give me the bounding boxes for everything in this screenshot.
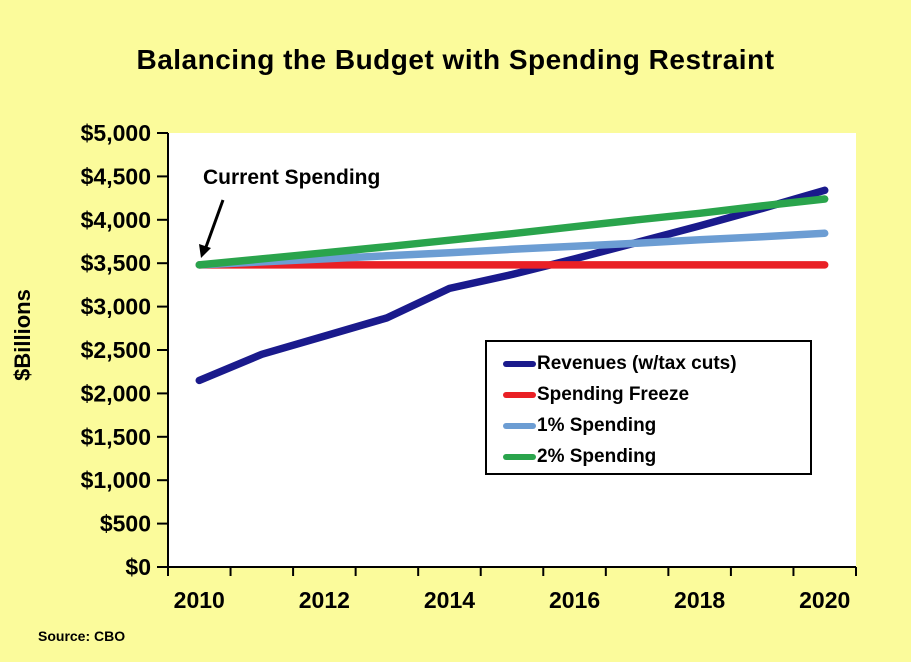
series-line-2-spending [195,195,829,269]
y-tick-label: $4,000 [81,207,151,233]
y-axis-ticks: $0 $500 $1,000 $1,500 $2,000 $2,500 $3,000 $3,5… [81,120,168,580]
x-axis-ticks: 2010 2012 2014 2016 2018 2020 [167,567,857,613]
y-tick-label: $1,500 [81,424,151,450]
legend-label: 2% Spending [537,446,657,467]
x-tick-label: 2012 [299,587,350,613]
source-note: Source: CBO [38,628,126,644]
spending-freeze-line-swatch [503,392,536,398]
y-tick-label: $500 [100,511,151,537]
legend-item-spending-freeze: Spending Freeze [487,380,810,410]
series-line-revenues-w-tax-cuts [195,186,829,385]
y-tick-label: $2,500 [81,337,151,363]
legend-label: Revenues (w/tax cuts) [537,353,737,374]
legend-item-revenues: Revenues (w/tax cuts) [487,349,810,379]
x-tick-label: 2020 [799,587,850,613]
series-line-1-spending [195,229,829,269]
two-pct-spending-line-swatch [503,454,536,460]
x-tick-label: 2010 [174,587,225,613]
y-tick-label: $1,000 [81,467,151,493]
annotation-arrow [199,199,225,258]
one-pct-spending-line-swatch [503,423,536,429]
legend-label: 1% Spending [537,415,657,436]
annotation-current-spending: Current Spending [203,166,381,189]
y-tick-label: $3,500 [81,250,151,276]
chart-title: Balancing the Budget with Spending Restr… [136,44,775,75]
legend-label: Spending Freeze [537,384,690,405]
y-tick-label: $3,000 [81,294,151,320]
series-lines [195,186,829,385]
y-tick-label: $4,500 [81,163,151,189]
legend-item-1pct-spending: 1% Spending [487,411,810,441]
x-tick-label: 2018 [674,587,725,613]
y-tick-label: $5,000 [81,120,151,146]
y-tick-label: $0 [125,554,151,580]
legend-box: Revenues (w/tax cuts) Spending Freeze 1%… [485,340,812,475]
x-tick-label: 2016 [549,587,600,613]
y-tick-label: $2,000 [81,380,151,406]
x-tick-label: 2014 [424,587,475,613]
legend-item-2pct-spending: 2% Spending [487,442,810,472]
revenues-line-swatch [503,361,536,367]
